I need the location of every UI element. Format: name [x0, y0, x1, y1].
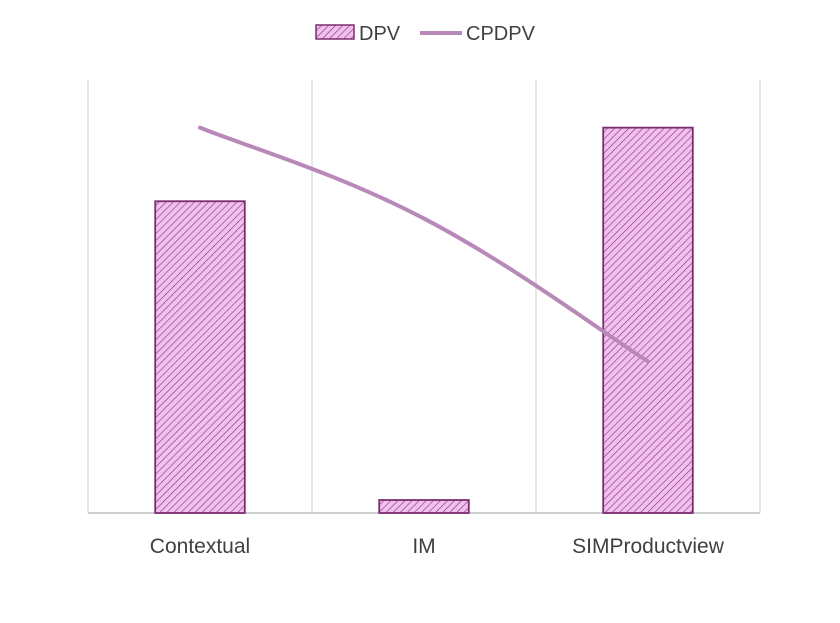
- x-tick-label: SIMProductview: [572, 535, 725, 558]
- bar-simproductview: [602, 126, 694, 514]
- line-series: [198, 125, 650, 364]
- legend: DPV CPDPV: [315, 23, 536, 45]
- x-tick-label: IM: [412, 535, 435, 558]
- x-axis-ticks: Contextual IM SIMProductview: [150, 535, 725, 558]
- bar-contextual: [154, 200, 246, 514]
- bar-im: [378, 499, 470, 514]
- legend-swatch-dpv: [315, 24, 355, 40]
- x-tick-label: Contextual: [150, 535, 250, 558]
- legend-label-dpv: DPV: [359, 23, 401, 45]
- line-cpdpv: [198, 125, 650, 364]
- bars: [154, 126, 694, 514]
- legend-label-cpdpv: CPDPV: [466, 23, 536, 45]
